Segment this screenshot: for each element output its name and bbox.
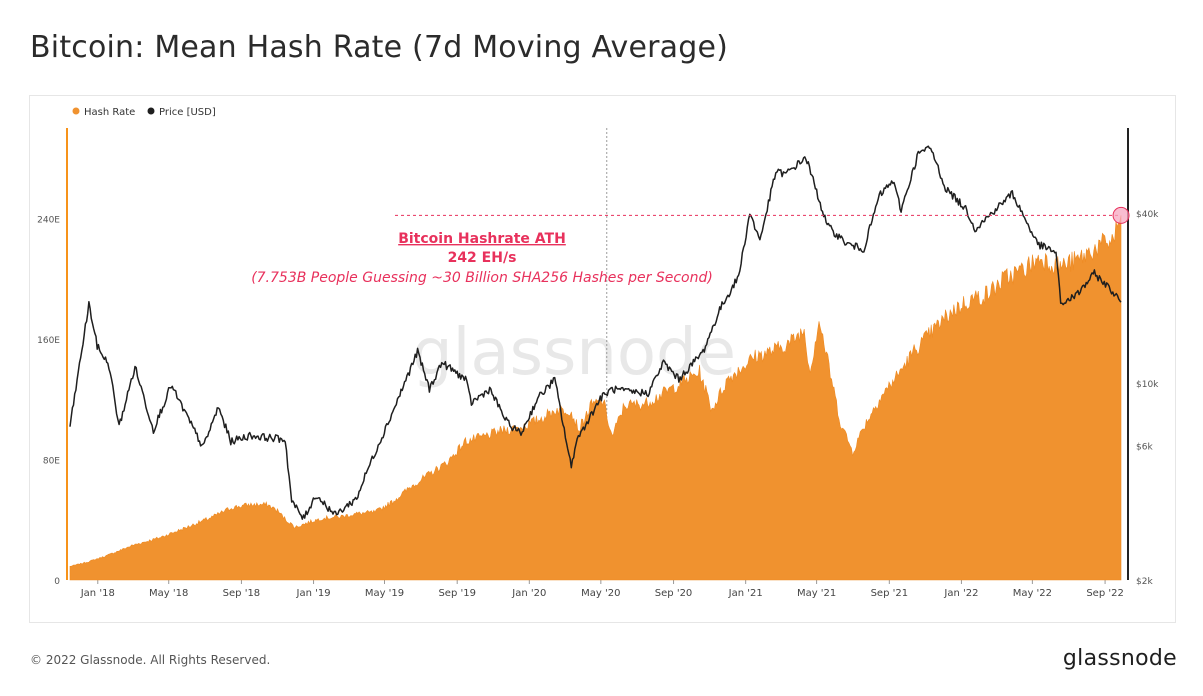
- left-tick-label: 0: [54, 577, 60, 587]
- annotation-value: 242 EH/s: [448, 250, 517, 266]
- annotation-title: Bitcoin Hashrate ATH: [398, 231, 566, 247]
- x-tick-label: Jan '21: [728, 588, 763, 599]
- x-tick-label: Jan '18: [80, 588, 115, 599]
- legend: Hash Rate Price [USD]: [72, 107, 216, 118]
- legend-price-label[interactable]: Price [USD]: [159, 107, 216, 118]
- x-tick-label: Sep '19: [438, 588, 476, 599]
- x-tick-label: May '20: [581, 588, 620, 599]
- x-tick-label: Jan '20: [511, 588, 546, 599]
- x-tick-label: May '19: [365, 588, 404, 599]
- x-tick-label: Sep '21: [871, 588, 909, 599]
- right-tick-label: $2k: [1136, 577, 1153, 587]
- x-tick-label: Sep '18: [223, 588, 261, 599]
- left-tick-label: 80E: [43, 456, 60, 466]
- hash-rate-area[interactable]: [69, 215, 1122, 581]
- annotation-note: (7.753B People Guessing ~30 Billion SHA2…: [251, 270, 713, 286]
- legend-hash-rate-label[interactable]: Hash Rate: [84, 107, 135, 118]
- x-tick-label: May '21: [797, 588, 836, 599]
- x-tick-label: May '22: [1013, 588, 1052, 599]
- left-axis-ticks: 0 80E 160E 240E: [37, 215, 60, 587]
- x-tick-label: Sep '20: [655, 588, 693, 599]
- left-tick-label: 240E: [37, 215, 60, 225]
- price-line[interactable]: [69, 145, 1122, 520]
- x-tick-label: May '18: [149, 588, 188, 599]
- chart-panel: Hash Rate Price [USD] glassnode 0 80E 160E…: [29, 95, 1176, 623]
- x-tick-label: Jan '19: [296, 588, 331, 599]
- left-tick-label: 160E: [37, 336, 60, 346]
- right-axis-ticks: $2k $6k $10k $40k: [1136, 210, 1159, 587]
- right-tick-label: $6k: [1136, 442, 1153, 452]
- legend-hash-rate-swatch: [72, 107, 80, 115]
- x-tick-label: Jan '22: [943, 588, 978, 599]
- copyright-text: © 2022 Glassnode. All Rights Reserved.: [30, 653, 271, 667]
- legend-price-swatch: [147, 107, 155, 115]
- x-axis-ticks: Jan '18 May '18 Sep '18 Jan '19 May '19 Sep '…: [80, 580, 1124, 599]
- ath-marker[interactable]: [1112, 206, 1130, 224]
- right-tick-label: $10k: [1136, 380, 1159, 390]
- right-tick-label: $40k: [1136, 210, 1159, 220]
- hash-rate-chart[interactable]: Hash Rate Price [USD] glassnode 080E160E…: [30, 96, 1175, 622]
- brand-logo[interactable]: glassnode: [1062, 646, 1177, 671]
- x-tick-label: Sep '22: [1086, 588, 1124, 599]
- page-title: Bitcoin: Mean Hash Rate (7d Moving Avera…: [30, 30, 729, 65]
